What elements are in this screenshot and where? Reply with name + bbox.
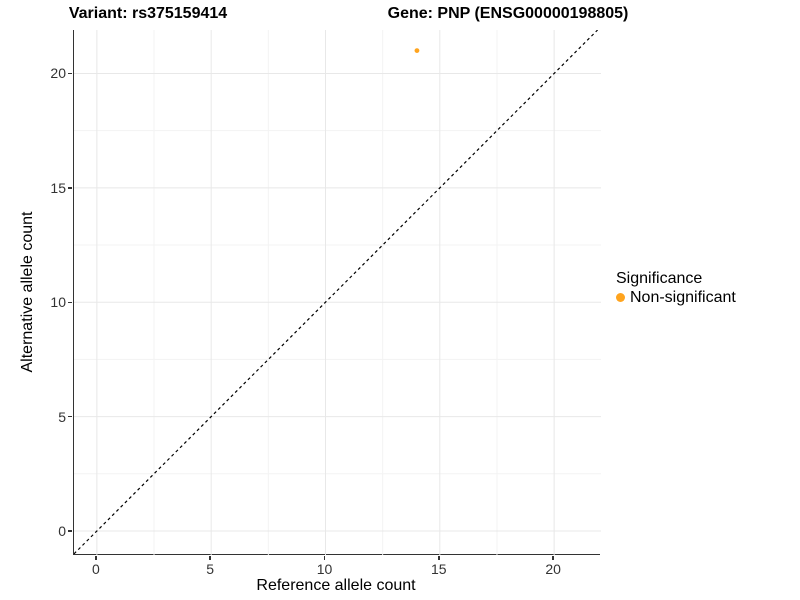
identity-line bbox=[74, 30, 598, 555]
x-tick-mark bbox=[552, 556, 554, 560]
non-significant-point-icon bbox=[616, 293, 625, 302]
x-tick-label: 0 bbox=[91, 561, 100, 577]
legend-item-non-significant: Non-significant bbox=[616, 288, 736, 307]
x-tick-mark bbox=[323, 556, 326, 560]
x-tick-label: 20 bbox=[545, 561, 561, 577]
variant-title: Variant: rs375159414 bbox=[68, 5, 228, 22]
plot-panel bbox=[73, 30, 601, 555]
y-axis-title: Alternative allele count bbox=[19, 211, 36, 373]
legend-item-label: Non-significant bbox=[630, 289, 736, 306]
y-tick-mark bbox=[68, 530, 72, 532]
x-tick-label: 15 bbox=[431, 561, 447, 577]
x-tick-mark bbox=[438, 556, 440, 560]
y-tick-mark bbox=[68, 72, 72, 75]
y-tick-mark bbox=[68, 301, 72, 303]
legend: Significance Non-significant bbox=[616, 269, 736, 307]
x-tick-label: 5 bbox=[206, 561, 215, 577]
x-axis-title: Reference allele count bbox=[256, 577, 416, 594]
scatter-plot-canvas bbox=[74, 30, 601, 555]
x-tick-label: 10 bbox=[316, 561, 333, 577]
y-tick-label: 0 bbox=[58, 522, 66, 539]
gene-title: Gene: PNP (ENSG00000198805) bbox=[387, 5, 629, 22]
x-tick-mark bbox=[209, 556, 211, 560]
y-tick-label: 15 bbox=[50, 179, 66, 196]
x-tick-mark bbox=[95, 556, 97, 560]
y-tick-label: 5 bbox=[58, 408, 66, 425]
y-tick-label: 20 bbox=[50, 65, 66, 82]
y-tick-mark bbox=[68, 187, 72, 189]
data-point bbox=[414, 48, 420, 53]
legend-title: Significance bbox=[616, 270, 703, 287]
y-tick-mark bbox=[68, 415, 72, 418]
